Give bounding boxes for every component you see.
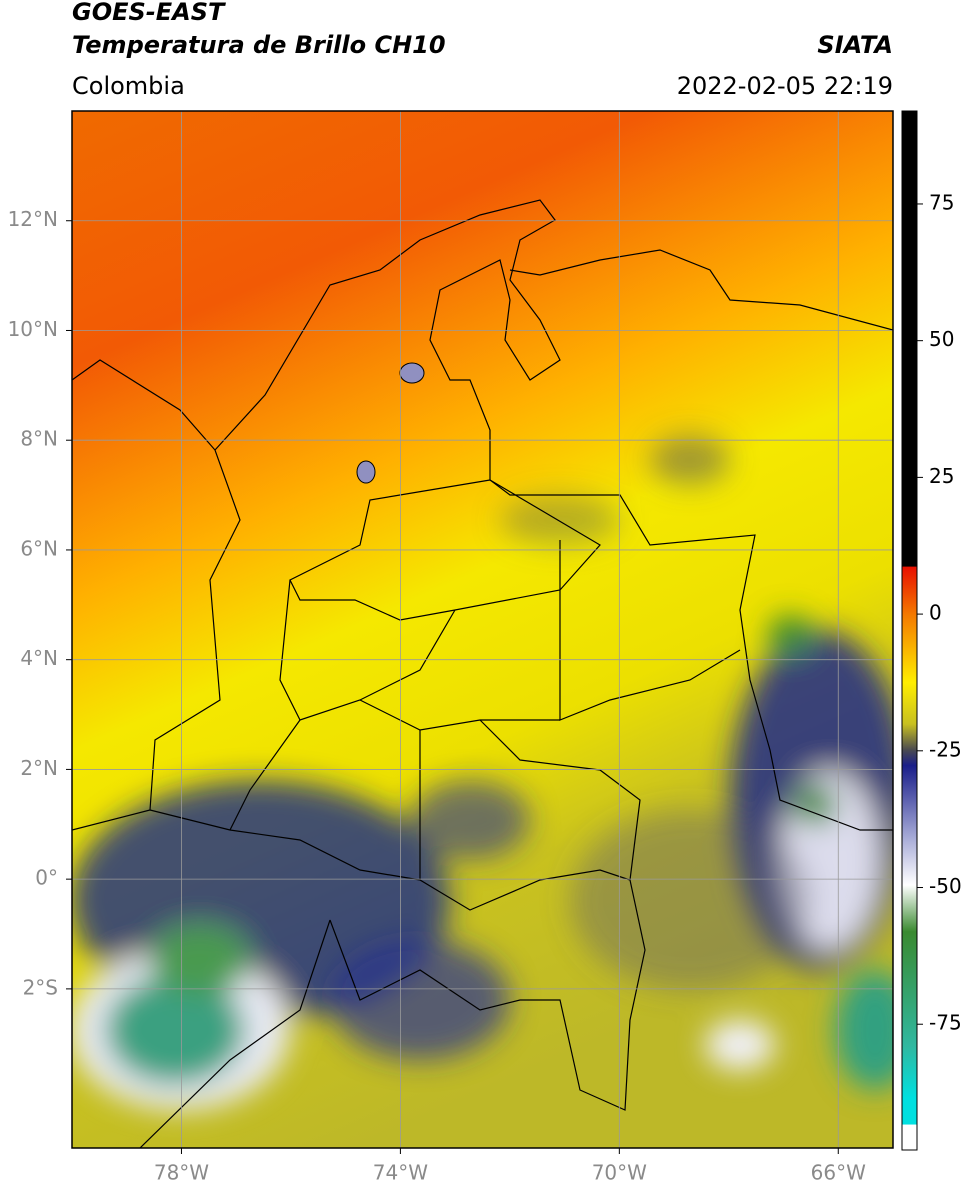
satellite-image (72, 111, 893, 1148)
x-tick-label: 70°W (592, 1161, 647, 1185)
graticule (72, 111, 893, 1148)
region: Colombia (72, 72, 185, 100)
colorbar-label: -50 (929, 874, 962, 898)
y-tick-label: 12°N (8, 207, 58, 231)
x-tick-label: 74°W (373, 1161, 428, 1185)
y-tick-label: 10°N (8, 317, 58, 341)
colorbar-label: -25 (929, 737, 962, 761)
y-tick-label: 8°N (20, 427, 58, 451)
colorbar-label: -75 (929, 1011, 962, 1035)
map-frame (71, 110, 894, 1149)
colorbar-label: 50 (929, 327, 954, 351)
title: GOES-EAST (72, 0, 226, 26)
colorbar (901, 110, 918, 1151)
y-tick-label: 2°N (20, 756, 58, 780)
y-tick-label: 0° (35, 866, 58, 890)
colorbar-label: 0 (929, 601, 942, 625)
x-tick-label: 66°W (811, 1161, 866, 1185)
y-tick-label: 4°N (20, 646, 58, 670)
colorbar-label: 25 (929, 464, 954, 488)
source: SIATA (817, 31, 893, 59)
y-tick-label: 2°S (23, 975, 58, 999)
y-tick-label: 6°N (20, 536, 58, 560)
product: Temperatura de Brillo CH10 (72, 31, 446, 59)
colorbar-label: 75 (929, 190, 954, 214)
datetime: 2022-02-05 22:19 (677, 72, 893, 100)
x-tick-label: 78°W (154, 1161, 209, 1185)
